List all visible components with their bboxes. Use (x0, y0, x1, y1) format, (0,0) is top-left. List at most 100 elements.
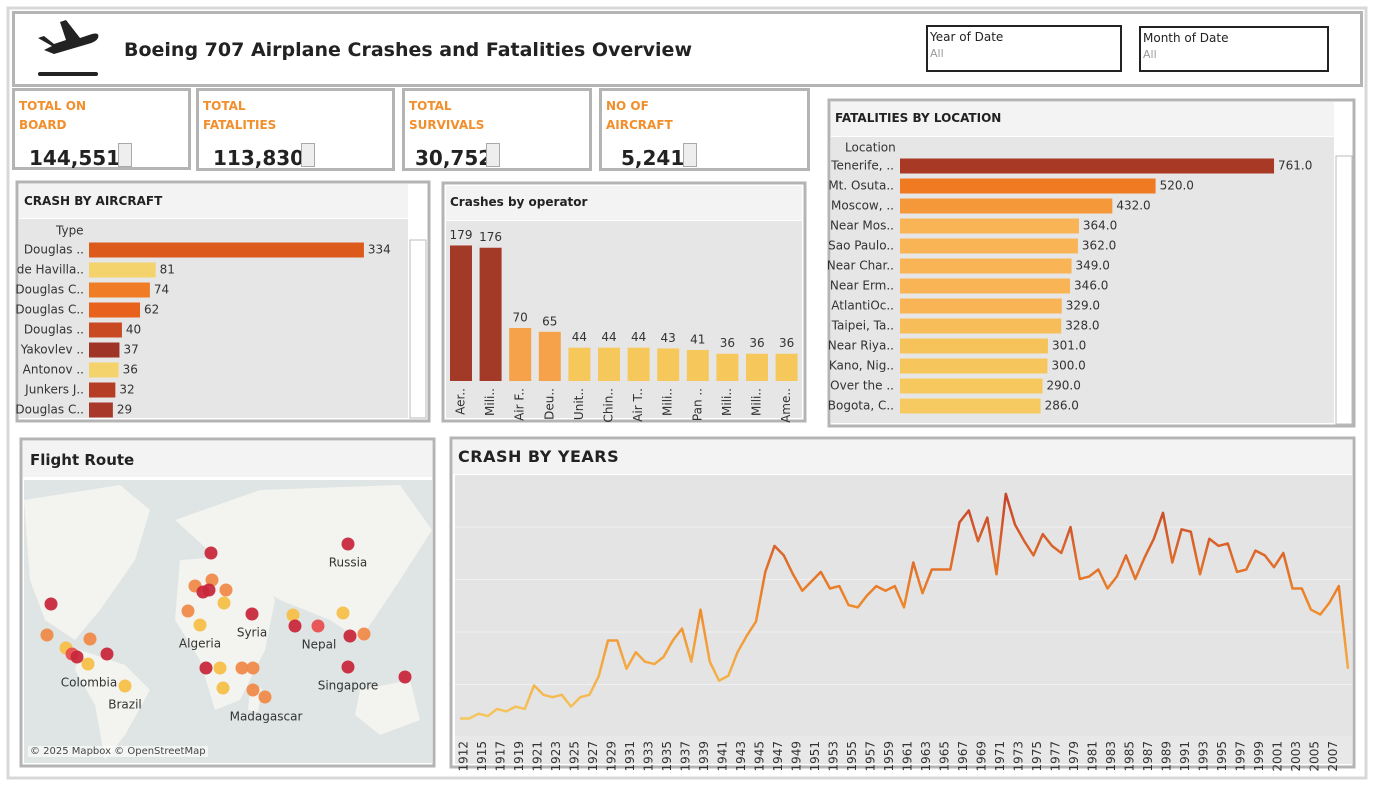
x-tick-label: 1953 (827, 741, 841, 772)
map-marker (83, 632, 97, 646)
y-tick-label: Near Mos.. (830, 219, 894, 233)
x-tick-label: 1949 (790, 741, 804, 772)
map-marker (100, 647, 114, 661)
x-tick-label: 1939 (697, 741, 711, 772)
bar (89, 322, 122, 338)
data-label: 44 (572, 330, 587, 344)
x-tick-label: Air F.. (513, 388, 527, 421)
data-label: 37 (123, 343, 138, 357)
x-tick-label: 1927 (586, 741, 600, 772)
map-marker (199, 661, 213, 675)
map-marker (258, 690, 272, 704)
bar (775, 353, 798, 381)
data-label: 328.0 (1065, 319, 1099, 333)
map-title: Flight Route (30, 451, 135, 469)
map-marker (341, 537, 355, 551)
kpi-value: 5,241 (621, 146, 685, 170)
map-label: Colombia (61, 676, 117, 690)
bar (89, 362, 119, 378)
map-marker (202, 583, 216, 597)
kpi-label: TOTAL SURVIVALS (409, 99, 485, 132)
data-label: 81 (160, 263, 175, 277)
header (12, 11, 1363, 87)
data-label: 301.0 (1052, 339, 1086, 353)
bar (900, 238, 1078, 254)
x-tick-label: 1987 (1141, 741, 1155, 772)
data-label: 179 (450, 228, 473, 242)
x-tick-label: 1919 (512, 741, 526, 772)
axis-title: Location (845, 141, 896, 155)
x-tick-label: 1989 (1160, 741, 1174, 772)
data-label: 36 (720, 336, 735, 350)
map-marker (205, 573, 219, 587)
kpi-value: 113,830 (213, 146, 305, 170)
data-label: 70 (513, 311, 528, 325)
map-attribution: © 2025 Mapbox © OpenStreetMap (28, 746, 208, 757)
bar (598, 347, 620, 381)
scrollbar[interactable] (409, 239, 427, 419)
scrollbar[interactable] (1335, 155, 1353, 425)
map-marker (235, 661, 249, 675)
y-tick-label: Sao Paulo.. (828, 239, 894, 253)
map-marker (118, 679, 132, 693)
panel-header (453, 440, 1352, 474)
kpi-value: 144,551 (29, 146, 121, 170)
x-tick-label: 2001 (1271, 741, 1285, 772)
kpi-chip (486, 143, 500, 167)
filter[interactable]: Year of Date All (926, 25, 1122, 72)
map-marker (181, 604, 195, 618)
y-tick-label: Near Erm.. (830, 279, 894, 293)
x-tick-label: 1925 (568, 741, 582, 772)
data-label: 62 (144, 303, 159, 317)
x-tick-label: 1967 (956, 741, 970, 772)
y-tick-label: Douglas C.. (15, 303, 84, 317)
data-label: 44 (601, 330, 616, 344)
kpi-value: 30,752 (415, 146, 493, 170)
bar (900, 398, 1041, 414)
map-marker (357, 627, 371, 641)
data-label: 65 (542, 314, 557, 328)
x-tick-label: 1923 (549, 741, 563, 772)
data-label: 300.0 (1051, 359, 1085, 373)
chart-title: CRASH BY YEARS (458, 447, 620, 466)
kpi-card: TOTAL FATALITIES 113,830 (196, 88, 395, 171)
bar (479, 247, 502, 381)
x-tick-label: 1977 (1049, 741, 1063, 772)
x-tick-label: 1975 (1030, 741, 1044, 772)
map-label: Syria (237, 626, 267, 640)
x-tick-label: 1997 (1234, 741, 1248, 772)
bar (89, 282, 150, 298)
map-marker (288, 619, 302, 633)
bar (900, 258, 1072, 274)
y-tick-label: de Havilla.. (17, 263, 84, 277)
map-label: Algeria (179, 637, 221, 651)
bar (900, 158, 1275, 174)
map-label: Madagascar (230, 710, 303, 724)
x-tick-label: 1963 (919, 741, 933, 772)
kpi-chip (683, 143, 697, 167)
data-label: 286.0 (1045, 399, 1079, 413)
kpi-card: TOTAL SURVIVALS 30,752 (402, 88, 592, 171)
bar (89, 262, 156, 278)
x-tick-label: 1973 (1012, 741, 1026, 772)
bar (568, 347, 591, 381)
chart-title: Crashes by operator (450, 195, 588, 209)
y-tick-label: Kano, Nig.. (829, 359, 894, 373)
map-marker (204, 546, 218, 560)
bar (657, 348, 680, 381)
bar (900, 198, 1113, 214)
data-label: 364.0 (1083, 219, 1117, 233)
map-marker (193, 618, 207, 632)
x-tick-label: 1929 (605, 741, 619, 772)
x-tick-label: 1991 (1178, 741, 1192, 772)
x-tick-label: 1951 (808, 741, 822, 772)
y-tick-label: Antonov .. (23, 363, 84, 377)
kpi-card: NO OF AIRCRAFT 5,241 (599, 88, 810, 171)
bar (900, 318, 1062, 334)
map-marker (217, 596, 231, 610)
x-tick-label: 1943 (734, 741, 748, 772)
x-tick-label: 1981 (1086, 741, 1100, 772)
filter[interactable]: Month of Date All (1139, 26, 1329, 72)
x-tick-label: Mili.. (750, 388, 764, 416)
